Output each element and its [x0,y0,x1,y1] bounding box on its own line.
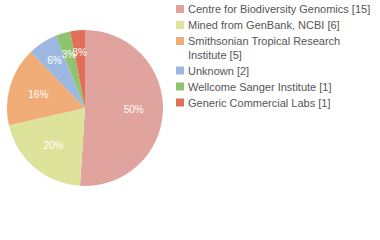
legend-swatch [176,83,184,91]
legend-swatch [176,67,184,75]
legend-label: Centre for Biodiversity Genomics [15] [188,3,370,15]
legend-swatch [176,5,184,13]
chart: 50%20%16%6%3%3%Centre for Biodiversity G… [0,0,380,240]
legend-swatch [176,21,184,29]
data-label: 16% [28,89,48,100]
legend-label: Unknown [2] [188,65,249,77]
legend-label: Smithsonian Tropical ResearchInstitute [… [188,35,340,61]
data-label: 6% [47,55,62,66]
pie-slice [70,30,85,108]
legend-swatch [176,99,184,107]
legend-label: Wellcome Sanger Institute [1] [188,81,331,93]
legend-label: Generic Commercial Labs [1] [188,97,330,109]
data-label: 50% [124,104,144,115]
legend: Centre for Biodiversity Genomics [15] Min… [176,3,370,109]
legend-label: Mined from GenBank, NCBI [6] [188,19,340,31]
pie [7,30,163,186]
pie-slice [80,30,163,186]
data-label: 20% [43,140,63,151]
data-labels: 50%20%16%6%3%3% [28,47,144,151]
data-label: 3% [72,47,87,58]
legend-swatch [176,37,184,45]
